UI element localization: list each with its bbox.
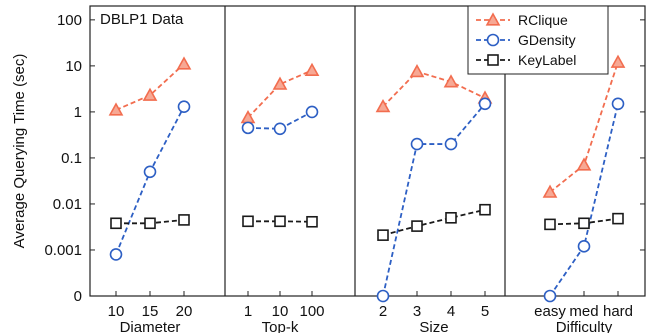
chart-title: DBLP1 Data: [100, 11, 184, 28]
data-point: [110, 217, 122, 230]
legend-label: RClique: [518, 12, 568, 28]
x-group-label: Size: [419, 319, 448, 333]
data-point: [143, 165, 157, 179]
x-tick-label: easy: [534, 303, 566, 320]
x-tick-label: 5: [481, 303, 489, 320]
series-line: [549, 61, 619, 193]
data-point: [410, 137, 424, 151]
data-point: [612, 212, 624, 225]
legend-marker: [486, 33, 500, 47]
x-group-label: Top-k: [262, 319, 299, 333]
series-keylabel: [110, 203, 624, 241]
x-tick-label: 15: [142, 303, 159, 320]
data-point: [108, 102, 124, 116]
series-gdensity: [109, 97, 625, 303]
x-tick-label: 10: [272, 303, 289, 320]
series-rclique: [108, 54, 626, 198]
data-point: [176, 56, 192, 70]
data-point: [272, 76, 288, 90]
y-tick-label: 0.01: [53, 196, 82, 213]
x-tick-label: med: [569, 303, 598, 320]
legend-marker: [487, 54, 499, 66]
legend-label: KeyLabel: [518, 52, 576, 68]
data-point: [240, 110, 256, 124]
data-point: [409, 63, 425, 78]
data-point: [478, 97, 492, 111]
x-tick-label: 1: [244, 303, 252, 320]
x-tick-label: 20: [176, 303, 193, 320]
y-tick-label: 100: [57, 12, 82, 29]
data-point: [305, 105, 319, 119]
legend-item-rclique: RClique: [476, 12, 568, 28]
y-tick-label: 10: [65, 58, 82, 75]
data-point: [304, 62, 320, 76]
legend-item-keylabel: KeyLabel: [476, 52, 576, 68]
data-point: [411, 220, 423, 232]
data-point: [241, 121, 255, 135]
x-group-label: Diameter: [120, 319, 181, 333]
x-tick-label: hard: [603, 303, 633, 320]
series-line: [115, 63, 185, 111]
y-axis-title: Average Querying Time (sec): [11, 54, 28, 249]
series-layer: [108, 54, 626, 303]
data-point: [142, 87, 158, 101]
data-point: [542, 184, 558, 198]
series-line: [382, 70, 486, 108]
data-point: [445, 212, 457, 224]
plot-frame: [89, 5, 646, 297]
y-tick-label: 0.001: [44, 242, 82, 259]
data-point: [306, 215, 318, 228]
data-point: [544, 218, 556, 231]
legend: RClique GDensity KeyLabel: [467, 5, 609, 75]
data-point: [376, 289, 390, 303]
x-group-label: Difficulty: [556, 319, 613, 333]
data-point: [611, 97, 625, 111]
data-point: [144, 217, 156, 230]
series-line: [115, 106, 185, 255]
data-point: [543, 289, 557, 303]
data-point: [274, 215, 286, 228]
data-point: [242, 215, 254, 228]
data-point: [377, 229, 389, 241]
data-point: [578, 217, 590, 230]
x-tick-label: 10: [108, 303, 125, 320]
x-tick-label: 100: [299, 303, 324, 320]
data-point: [375, 99, 391, 113]
x-tick-label: 2: [379, 303, 387, 320]
data-point: [610, 54, 626, 68]
y-tick-label: 1: [74, 104, 82, 121]
data-point: [577, 240, 591, 253]
data-point: [177, 100, 191, 113]
y-tick-label: 0.1: [61, 150, 82, 167]
data-point: [444, 137, 458, 151]
data-point: [443, 74, 459, 88]
series-line: [382, 208, 486, 237]
y-tick-label: 0: [74, 288, 82, 305]
x-tick-label: 3: [413, 303, 421, 320]
data-point: [178, 214, 190, 226]
data-point: [109, 248, 123, 261]
data-point: [273, 122, 287, 136]
x-tick-label: 4: [447, 303, 455, 320]
data-point: [576, 157, 592, 171]
legend-label: GDensity: [518, 32, 576, 48]
legend-item-gdensity: GDensity: [476, 32, 576, 48]
axes: 0 0.001 0.01 0.1 1 10 100 Average Querying Time…: [11, 5, 646, 333]
series-line: [549, 103, 619, 297]
series-line: [382, 103, 486, 297]
data-point: [479, 203, 491, 216]
legend-marker: [485, 12, 501, 26]
